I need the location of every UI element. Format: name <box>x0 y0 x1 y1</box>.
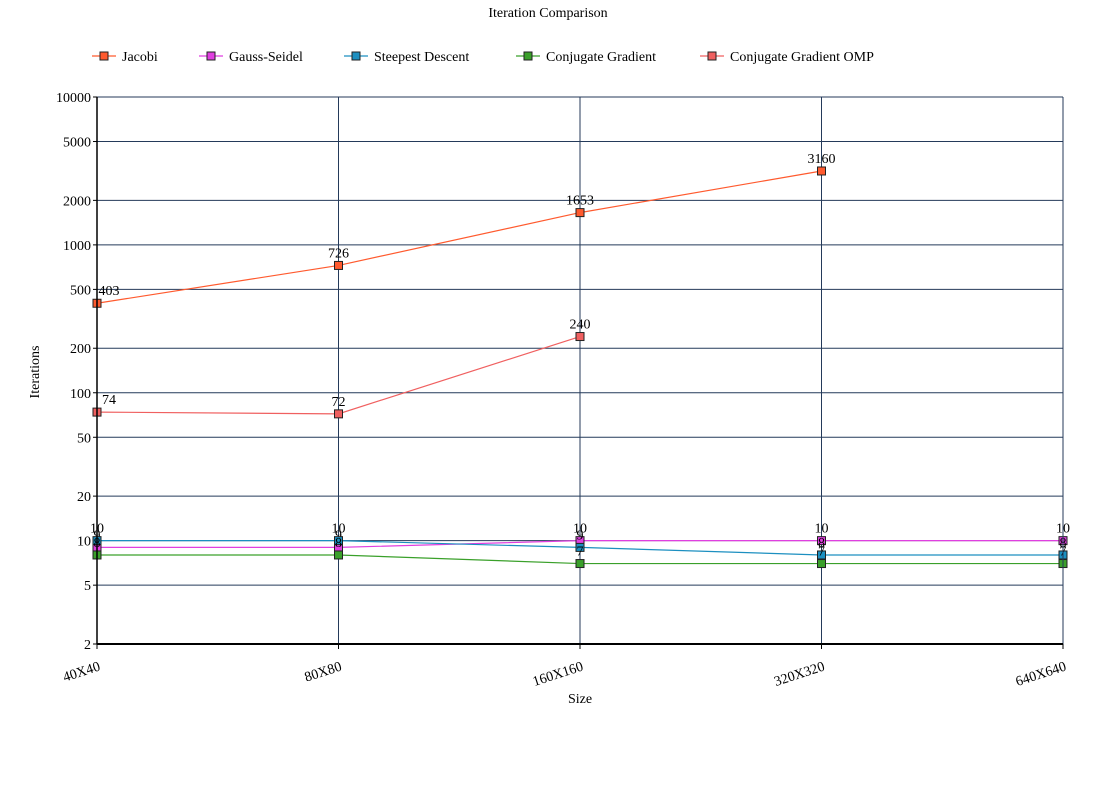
series-layer: 4037261653316099101010101098888777747224… <box>90 152 1070 569</box>
data-label: 240 <box>570 318 591 333</box>
y-tick-label: 100 <box>70 387 91 402</box>
y-tick-label: 1000 <box>63 239 91 254</box>
data-label: 8 <box>818 536 825 551</box>
series-conjugate-gradient-omp: 74 72 240 <box>92 318 591 419</box>
x-tick-label: 80X80 <box>303 660 344 686</box>
legend-item: Gauss-Seidel <box>199 50 303 65</box>
data-point <box>575 542 585 552</box>
legend-label: Conjugate Gradient OMP <box>730 50 874 65</box>
data-point <box>334 550 343 560</box>
x-tick-label: 160X160 <box>531 660 585 690</box>
x-tick-label: 320X320 <box>773 660 827 690</box>
chart-title: Iteration Comparison <box>488 6 607 21</box>
data-label: 10 <box>815 522 829 537</box>
data-label: 3160 <box>808 152 836 167</box>
data-point <box>334 260 343 270</box>
data-label: 9 <box>577 528 584 543</box>
data-label: 403 <box>99 284 120 299</box>
x-tick-label: 40X40 <box>61 660 102 686</box>
y-tick-label: 2 <box>84 638 91 653</box>
y-tick-label: 50 <box>77 431 91 446</box>
plot-frame <box>96 96 1064 645</box>
y-axis-ticks: 2 5 10 20 50 100 200 500 1000 2000 5000 10000 <box>56 91 97 653</box>
series-jacobi: 403 726 1653 3160 <box>92 152 836 308</box>
y-tick-label: 5 <box>84 579 91 594</box>
legend-label: Gauss-Seidel <box>229 50 303 65</box>
legend-item: Conjugate Gradient <box>516 50 656 65</box>
data-point <box>817 550 826 560</box>
data-point <box>575 559 585 569</box>
series-line <box>96 170 822 304</box>
data-label: 7 <box>577 545 584 560</box>
legend-marker <box>99 51 109 61</box>
data-label: 9 <box>335 528 342 543</box>
legend-marker <box>707 51 717 61</box>
data-label: 10 <box>573 522 587 537</box>
legend-marker <box>351 51 361 61</box>
data-point <box>334 536 343 546</box>
legend-item: Conjugate Gradient OMP <box>700 50 874 65</box>
data-label: 726 <box>328 246 349 261</box>
data-point <box>575 332 585 342</box>
y-tick-label: 200 <box>70 342 91 357</box>
y-tick-label: 5000 <box>63 136 91 151</box>
legend-item: Steepest Descent <box>344 50 469 65</box>
x-tick-label: 640X640 <box>1014 660 1068 690</box>
legend-item: Jacobi <box>92 50 158 65</box>
legend-marker <box>523 51 533 61</box>
y-tick-label: 20 <box>77 490 91 505</box>
data-label: 10 <box>332 522 346 537</box>
x-axis-ticks: 40X40 80X80 160X160 320X320 640X640 <box>61 644 1068 690</box>
data-label: 72 <box>332 395 346 410</box>
data-label: 1653 <box>566 194 594 209</box>
x-axis-label: Size <box>568 692 592 707</box>
data-label: 8 <box>335 536 342 551</box>
data-point <box>817 536 826 546</box>
y-tick-label: 2000 <box>63 194 91 209</box>
legend: Jacobi Gauss-Seidel Steepest Descent Conjug… <box>92 50 874 65</box>
data-label: 74 <box>102 393 116 408</box>
y-tick-label: 10000 <box>56 91 91 106</box>
data-point <box>817 559 826 569</box>
data-label: 7 <box>818 545 825 560</box>
legend-label: Conjugate Gradient <box>546 50 656 65</box>
data-point <box>334 409 343 419</box>
data-point <box>817 166 826 176</box>
legend-label: Steepest Descent <box>374 50 469 65</box>
y-tick-label: 500 <box>70 283 91 298</box>
legend-marker <box>206 51 216 61</box>
y-axis-label: Iterations <box>28 346 43 399</box>
y-tick-label: 10 <box>77 535 91 550</box>
data-point <box>575 208 585 218</box>
legend-label: Jacobi <box>122 50 158 65</box>
